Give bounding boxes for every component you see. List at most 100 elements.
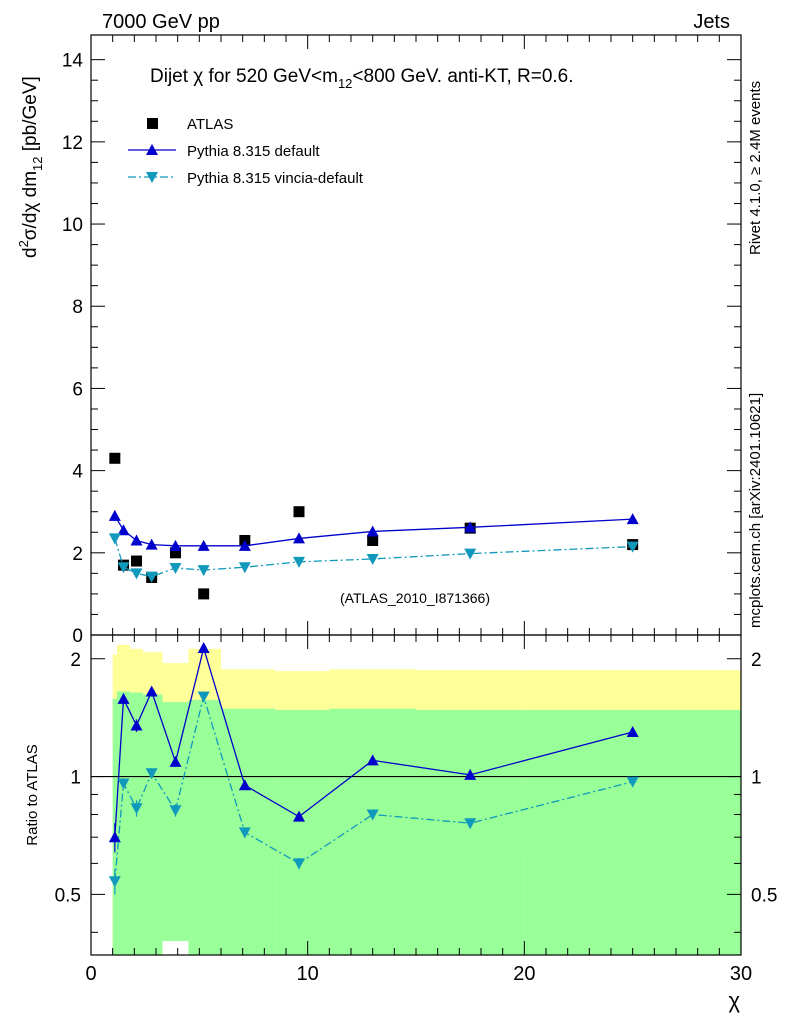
ratio-pythia-8-315-vincia-default-point <box>293 858 305 870</box>
main-pythia-8-315-vincia-default-point <box>238 562 251 574</box>
main-pythia-8-315-default-point <box>626 513 639 525</box>
ratio-band-inner <box>117 691 130 955</box>
ratio-pythia-8-315-vincia-default-point <box>464 818 477 830</box>
main-pythia-8-315-default-point <box>117 524 130 536</box>
ratio-y-tick-label: 2 <box>70 650 81 671</box>
main-pythia-8-315-default-point <box>464 521 477 533</box>
x-tick-label: 0 <box>85 963 96 985</box>
rivet-version-label: Rivet 4.1.0, ≥ 2.4M events <box>747 81 764 255</box>
ratio-pythia-8-315-default-point <box>169 755 182 767</box>
ratio-pythia-8-315-vincia-default-point <box>130 803 143 815</box>
main-pythia-8-315-default-point <box>366 525 379 537</box>
legend-marker-vincia <box>146 172 158 183</box>
title-mid: for 520 GeV<m <box>203 66 338 87</box>
x-axis-label: χ <box>728 988 740 1013</box>
legend-label-vincia: Pythia 8.315 vincia-default <box>187 170 364 187</box>
ratio-pythia-8-315-default-point <box>238 779 251 791</box>
ratio-band-inner <box>188 699 221 955</box>
main-pythia-8-315-default-point <box>293 532 305 544</box>
main-pythia-8-315-default-point <box>145 538 158 550</box>
ratio-band-inner <box>130 692 143 955</box>
ratio-pythia-8-315-vincia-default-point <box>145 768 158 780</box>
process-label: Jets <box>693 11 730 33</box>
title-sub: 12 <box>338 76 352 91</box>
ratio-pythia-8-315-vincia-default-point <box>366 809 379 821</box>
main-y-tick-label: 0 <box>72 626 83 647</box>
ratio-plot-frame <box>90 634 742 956</box>
main-pythia-8-315-vincia-default-point <box>197 565 210 577</box>
main-pythia-8-315-vincia-default-point <box>169 563 182 575</box>
legend-label-atlas: ATLAS <box>187 116 233 133</box>
main-y-tick-label: 8 <box>72 297 83 318</box>
main-pythia-8-315-vincia-default-point <box>366 553 379 565</box>
ratio-pythia-8-315-vincia-default-point <box>117 778 130 790</box>
x-tick-label: 10 <box>297 963 319 985</box>
title-post: <800 GeV. anti-KT, R=0.6. <box>352 66 573 87</box>
main-pythia-8-315-vincia-default-point <box>464 548 477 560</box>
ratio-pythia-8-315-vincia-default-point <box>169 805 182 817</box>
main-atlas-point <box>293 506 305 518</box>
ratio-pythia-8-315-vincia-default-point <box>197 691 210 703</box>
main-y-tick-label: 12 <box>62 133 83 154</box>
main-atlas-point <box>131 555 142 567</box>
ratio-pythia-8-315-vincia-default-point <box>108 876 121 888</box>
main-atlas-point <box>367 534 379 546</box>
ratio-uncertainty-bands <box>112 644 741 955</box>
ratio-band-inner <box>143 694 163 955</box>
ratio-pythia-8-315-default-point <box>366 754 379 766</box>
main-atlas-point <box>170 547 181 559</box>
main-series <box>108 452 639 600</box>
main-pythia-8-315-vincia-default-point <box>108 533 121 545</box>
ratio-pythia-8-315-vincia-default-point <box>238 827 251 839</box>
main-y-tick-label: 14 <box>62 51 84 72</box>
legend-marker-default <box>146 144 158 155</box>
legend: ATLAS Pythia 8.315 default Pythia 8.315 … <box>128 116 364 187</box>
ratio-y-tick-label: 1 <box>70 768 81 789</box>
legend-marker-atlas <box>147 118 158 129</box>
legend-label-default: Pythia 8.315 default <box>187 143 320 160</box>
main-pythia-8-315-vincia-default-point <box>145 571 158 583</box>
ratio-pythia-8-315-default-point <box>293 810 305 822</box>
ylabel-sup: 2 <box>16 240 31 247</box>
main-pythia-8-315-vincia-default-point <box>626 541 639 553</box>
main-pythia-8-315-default-point <box>169 539 182 551</box>
ratio-pythia-8-315-default-point <box>197 642 210 654</box>
title-pre: Dijet <box>150 66 193 87</box>
ratio-pythia-8-315-default-point <box>117 692 130 704</box>
ratio-band-inner <box>275 709 330 955</box>
ratio-y-axis-label: Ratio to ATLAS <box>24 744 41 845</box>
ratio-pythia-8-315-default-point <box>108 831 121 843</box>
ratio-pythia-8-315-default-point <box>464 768 477 780</box>
x-tick-label: 30 <box>730 963 752 985</box>
ratio-pythia-8-315-vincia-default-point <box>626 776 639 788</box>
ylabel-post: [pb/GeV] <box>20 76 41 156</box>
ratio-y-tick-label-right: 2 <box>751 650 762 671</box>
ratio-band-inner <box>329 708 416 955</box>
main-atlas-point <box>109 452 121 464</box>
ratio-pythia-8-315-default-point <box>626 725 639 737</box>
main-y-axis-label: d2σ/dχ dm12 [pb/GeV] <box>16 76 45 258</box>
ratio-band-inner <box>162 702 189 942</box>
title-chi: χ <box>193 66 203 87</box>
main-y-tick-label: 10 <box>62 215 83 236</box>
ratio-band-inner <box>524 709 741 955</box>
ratio-y-tick-label: 0.5 <box>55 885 81 906</box>
ratio-pythia-8-315-default-point <box>145 685 158 697</box>
ratio-y-tick-label-right: 0.5 <box>751 885 777 906</box>
ylabel-mid: σ/dχ dm <box>20 171 41 240</box>
plot-title: Dijet χ for 520 GeV<m12<800 GeV. anti-KT… <box>150 66 574 91</box>
main-pythia-8-315-vincia-default-point <box>117 562 130 574</box>
ratio-axis-ticks: 0 10 20 30 0.5 0.5 1 1 2 2 <box>55 635 777 985</box>
energy-label: 7000 GeV pp <box>102 11 220 33</box>
analysis-watermark: (ATLAS_2010_I871366) <box>340 590 490 606</box>
main-pythia-8-315-default-point <box>197 539 210 551</box>
ylabel-d: d <box>20 247 41 258</box>
ratio-band-inner <box>416 709 525 955</box>
x-tick-label: 20 <box>513 963 535 985</box>
main-y-tick-label: 4 <box>72 462 83 483</box>
main-axis-ticks: 0 2 4 6 8 10 12 14 <box>62 35 742 647</box>
ylabel-sub: 12 <box>30 157 45 171</box>
main-pythia-8-315-vincia-default-point <box>293 556 305 568</box>
main-atlas-point <box>198 588 210 600</box>
mcplots-label: mcplots.cern.ch [arXiv:2401.10621] <box>747 393 764 628</box>
